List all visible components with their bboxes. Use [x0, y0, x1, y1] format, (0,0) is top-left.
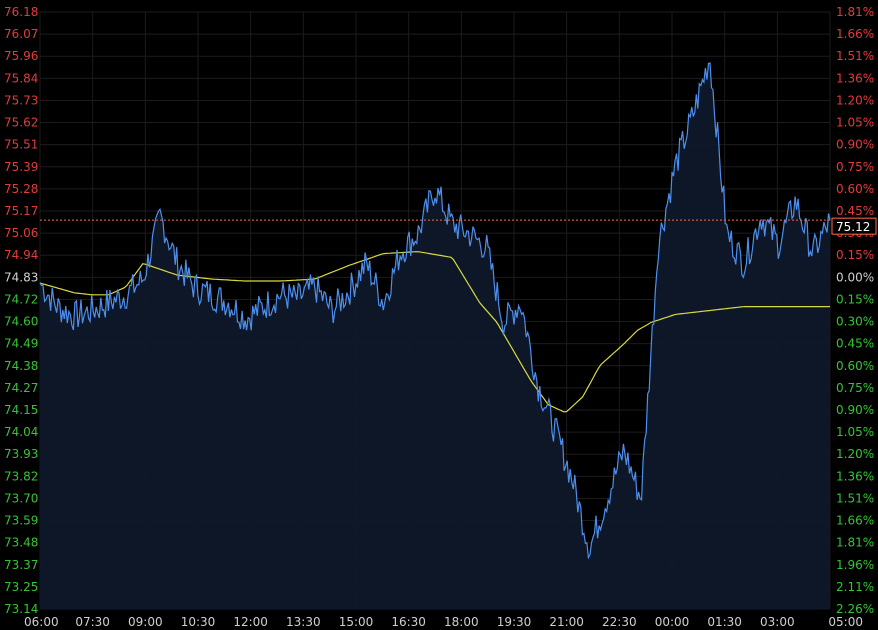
last-price-label: 75.12	[836, 220, 870, 234]
x-tick-label: 05:00	[828, 615, 863, 629]
x-tick-label: 13:30	[286, 615, 321, 629]
percent-tick-label: 0.90%	[836, 138, 874, 152]
percent-tick-label: 1.81%	[836, 536, 874, 550]
y-tick-label: 73.93	[4, 447, 38, 461]
x-tick-label: 16:30	[391, 615, 426, 629]
percent-tick-label: 1.81%	[836, 5, 874, 19]
vwap-line	[39, 251, 830, 413]
plot-area	[39, 62, 831, 609]
y-tick-label: 73.37	[4, 558, 38, 572]
y-tick-label: 73.70	[4, 491, 38, 505]
percent-tick-label: 1.20%	[836, 93, 874, 107]
y-tick-label: 75.73	[4, 93, 38, 107]
percent-tick-label: 2.11%	[836, 580, 874, 594]
y-tick-label: 75.06	[4, 226, 38, 240]
y-tick-label: 74.83	[4, 270, 38, 284]
percent-tick-label: 1.51%	[836, 49, 874, 63]
x-tick-label: 12:00	[233, 615, 268, 629]
x-tick-label: 18:00	[444, 615, 479, 629]
percent-tick-label: 1.66%	[836, 27, 874, 41]
price-axis: 76.18 76.07 75.96 75.84 75.73 75.62 75.51 75.39…	[4, 5, 38, 616]
x-tick-label: 21:00	[549, 615, 584, 629]
price-line	[39, 62, 831, 560]
percent-tick-label: 1.05%	[836, 425, 874, 439]
x-tick-label: 07:30	[75, 615, 110, 629]
percent-tick-label: 0.90%	[836, 403, 874, 417]
y-tick-label: 76.18	[4, 5, 38, 19]
y-tick-label: 75.62	[4, 116, 38, 130]
y-tick-label: 74.38	[4, 359, 38, 373]
y-tick-label: 74.27	[4, 381, 38, 395]
y-tick-label: 75.84	[4, 71, 38, 85]
y-tick-label: 74.94	[4, 248, 38, 262]
percent-tick-label: 1.96%	[836, 558, 874, 572]
percent-tick-label: 0.45%	[836, 204, 874, 218]
percent-tick-label: 1.20%	[836, 447, 874, 461]
x-tick-label: 03:00	[760, 615, 795, 629]
percent-tick-label: 0.60%	[836, 182, 874, 196]
percent-tick-label: 1.66%	[836, 514, 874, 528]
time-axis: 06:00 07:30 09:00 10:30 12:00 13:30 15:00 16:30…	[24, 615, 863, 629]
y-tick-label: 73.14	[4, 602, 38, 616]
x-tick-label: 01:30	[707, 615, 742, 629]
percent-tick-label: 1.05%	[836, 116, 874, 130]
x-tick-label: 00:00	[655, 615, 690, 629]
y-tick-label: 73.59	[4, 514, 38, 528]
percent-tick-label: 1.36%	[836, 469, 874, 483]
percent-tick-label: 2.26%	[836, 602, 874, 616]
percent-tick-label: 0.75%	[836, 160, 874, 174]
y-tick-label: 73.48	[4, 536, 38, 550]
percent-tick-label: 0.45%	[836, 337, 874, 351]
x-tick-label: 09:00	[128, 615, 163, 629]
x-tick-label: 06:00	[24, 615, 59, 629]
y-tick-label: 75.96	[4, 49, 38, 63]
percent-tick-label: 0.30%	[836, 315, 874, 329]
y-tick-label: 75.39	[4, 160, 38, 174]
x-tick-label: 19:30	[497, 615, 532, 629]
y-tick-label: 74.72	[4, 292, 38, 306]
y-tick-label: 75.28	[4, 182, 38, 196]
y-tick-label: 75.17	[4, 204, 38, 218]
last-price-box	[831, 217, 877, 235]
y-tick-label: 73.25	[4, 580, 38, 594]
percent-tick-label: 1.36%	[836, 71, 874, 85]
price-area	[40, 63, 830, 609]
percent-tick-label: 0.15%	[836, 248, 874, 262]
x-tick-label: 15:00	[339, 615, 374, 629]
x-tick-label: 10:30	[181, 615, 216, 629]
percent-tick-label: 0.60%	[836, 359, 874, 373]
y-tick-label: 73.82	[4, 469, 38, 483]
x-tick-label: 22:30	[602, 615, 637, 629]
y-tick-label: 74.15	[4, 403, 38, 417]
y-tick-label: 74.49	[4, 337, 38, 351]
y-tick-label: 74.60	[4, 315, 38, 329]
y-tick-label: 74.04	[4, 425, 38, 439]
y-tick-label: 75.51	[4, 138, 38, 152]
percent-tick-label: 1.51%	[836, 491, 874, 505]
percent-tick-label: 0.75%	[836, 381, 874, 395]
percent-tick-label: 0.00%	[836, 270, 874, 284]
percent-tick-label: 0.15%	[836, 292, 874, 306]
percent-axis: 1.81% 1.66% 1.51% 1.36% 1.20% 1.05% 0.90% 0.75%…	[831, 5, 877, 616]
y-tick-label: 76.07	[4, 27, 38, 41]
